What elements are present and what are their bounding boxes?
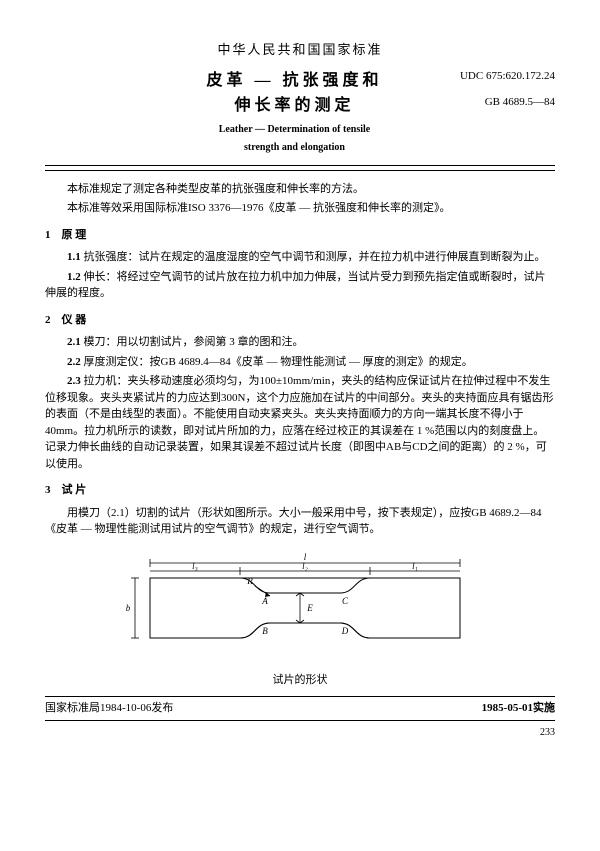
title-block: 皮革 — 抗张强度和 伸长率的测定 Leather — Determinatio… — [135, 68, 454, 155]
udc-code: UDC 675:620.172.24 — [460, 68, 555, 85]
rule-top — [45, 165, 555, 166]
footer-left: 国家标准局1984-10-06发布 — [45, 700, 173, 717]
code-block: UDC 675:620.172.24 GB 4689.5—84 — [454, 68, 555, 111]
rule-top2 — [45, 170, 555, 171]
clause-2-2-num: 2.2 — [67, 356, 81, 368]
clause-1-2: 1.2 伸长：将经过空气调节的试片放在拉力机中加力伸展，当试片受力到预先指定值或… — [45, 269, 555, 302]
label-l1: l₁ — [412, 561, 418, 571]
clause-2-2: 2.2 厚度测定仪：按GB 4689.4—84《皮革 — 物理性能测试 — 厚度… — [45, 354, 555, 371]
title-zh-1: 皮革 — 抗张强度和 — [135, 68, 454, 94]
title-en-2: strength and elongation — [135, 141, 454, 155]
label-b: b — [126, 603, 131, 613]
page-number: 233 — [45, 725, 555, 740]
label-E: E — [306, 603, 313, 613]
figure-caption: 试片的形状 — [45, 672, 555, 689]
clause-2-3-text: 拉力机：夹头移动速度必须均匀，为100±10mm/min，夹头的结构应保证试片在… — [45, 375, 553, 470]
section-1-title: 1 原 理 — [45, 227, 555, 244]
clause-1-1: 1.1 抗张强度：试片在规定的温度湿度的空气中调节和测厚，并在拉力机中进行伸展直… — [45, 249, 555, 266]
specimen-figure: l l₃ l₂ l₁ b R A B C D E — [110, 548, 490, 668]
section-2-title: 2 仪 器 — [45, 312, 555, 329]
label-l3: l₃ — [192, 561, 198, 571]
clause-2-1: 2.1 模刀：用以切割试片，参阅第 3 章的图和注。 — [45, 334, 555, 351]
label-R: R — [246, 576, 253, 586]
label-l2: l₂ — [302, 561, 308, 571]
clause-1-1-text: 抗张强度：试片在规定的温度湿度的空气中调节和测厚，并在拉力机中进行伸展直到断裂为… — [84, 251, 546, 263]
title-zh-2: 伸长率的测定 — [135, 93, 454, 119]
section-3-title: 3 试 片 — [45, 482, 555, 499]
org-name: 中华人民共和国国家标准 — [45, 40, 555, 60]
clause-1-2-num: 1.2 — [67, 271, 81, 283]
header-row: 皮革 — 抗张强度和 伸长率的测定 Leather — Determinatio… — [45, 68, 555, 155]
clause-2-3: 2.3 拉力机：夹头移动速度必须均匀，为100±10mm/min，夹头的结构应保… — [45, 373, 555, 472]
section-3-p: 用模刀（2.1）切割的试片（形状如图所示。大小一般采用中号，按下表规定），应按G… — [45, 505, 555, 538]
label-A: A — [261, 596, 268, 606]
figure-wrap: l l₃ l₂ l₁ b R A B C D E 试片的形状 — [45, 548, 555, 689]
label-C: C — [342, 596, 349, 606]
clause-1-2-text: 伸长：将经过空气调节的试片放在拉力机中加力伸展，当试片受力到预先指定值或断裂时，… — [45, 271, 546, 300]
footer-row: 国家标准局1984-10-06发布 1985-05-01实施 — [45, 696, 555, 721]
label-D: D — [341, 626, 349, 636]
clause-2-1-num: 2.1 — [67, 336, 81, 348]
clause-2-1-text: 模刀：用以切割试片，参阅第 3 章的图和注。 — [84, 336, 304, 348]
label-B: B — [262, 626, 268, 636]
clause-2-2-text: 厚度测定仪：按GB 4689.4—84《皮革 — 物理性能测试 — 厚度的测定》… — [84, 356, 473, 368]
gb-code: GB 4689.5—84 — [460, 94, 555, 111]
clause-2-3-num: 2.3 — [67, 375, 81, 387]
intro-p1: 本标准规定了测定各种类型皮革的抗张强度和伸长率的方法。 — [45, 181, 555, 198]
title-en-1: Leather — Determination of tensile — [135, 123, 454, 137]
intro-p2: 本标准等效采用国际标准ISO 3376—1976《皮革 — 抗张强度和伸长率的测… — [45, 200, 555, 217]
footer-right: 1985-05-01实施 — [482, 700, 555, 717]
clause-1-1-num: 1.1 — [67, 251, 81, 263]
